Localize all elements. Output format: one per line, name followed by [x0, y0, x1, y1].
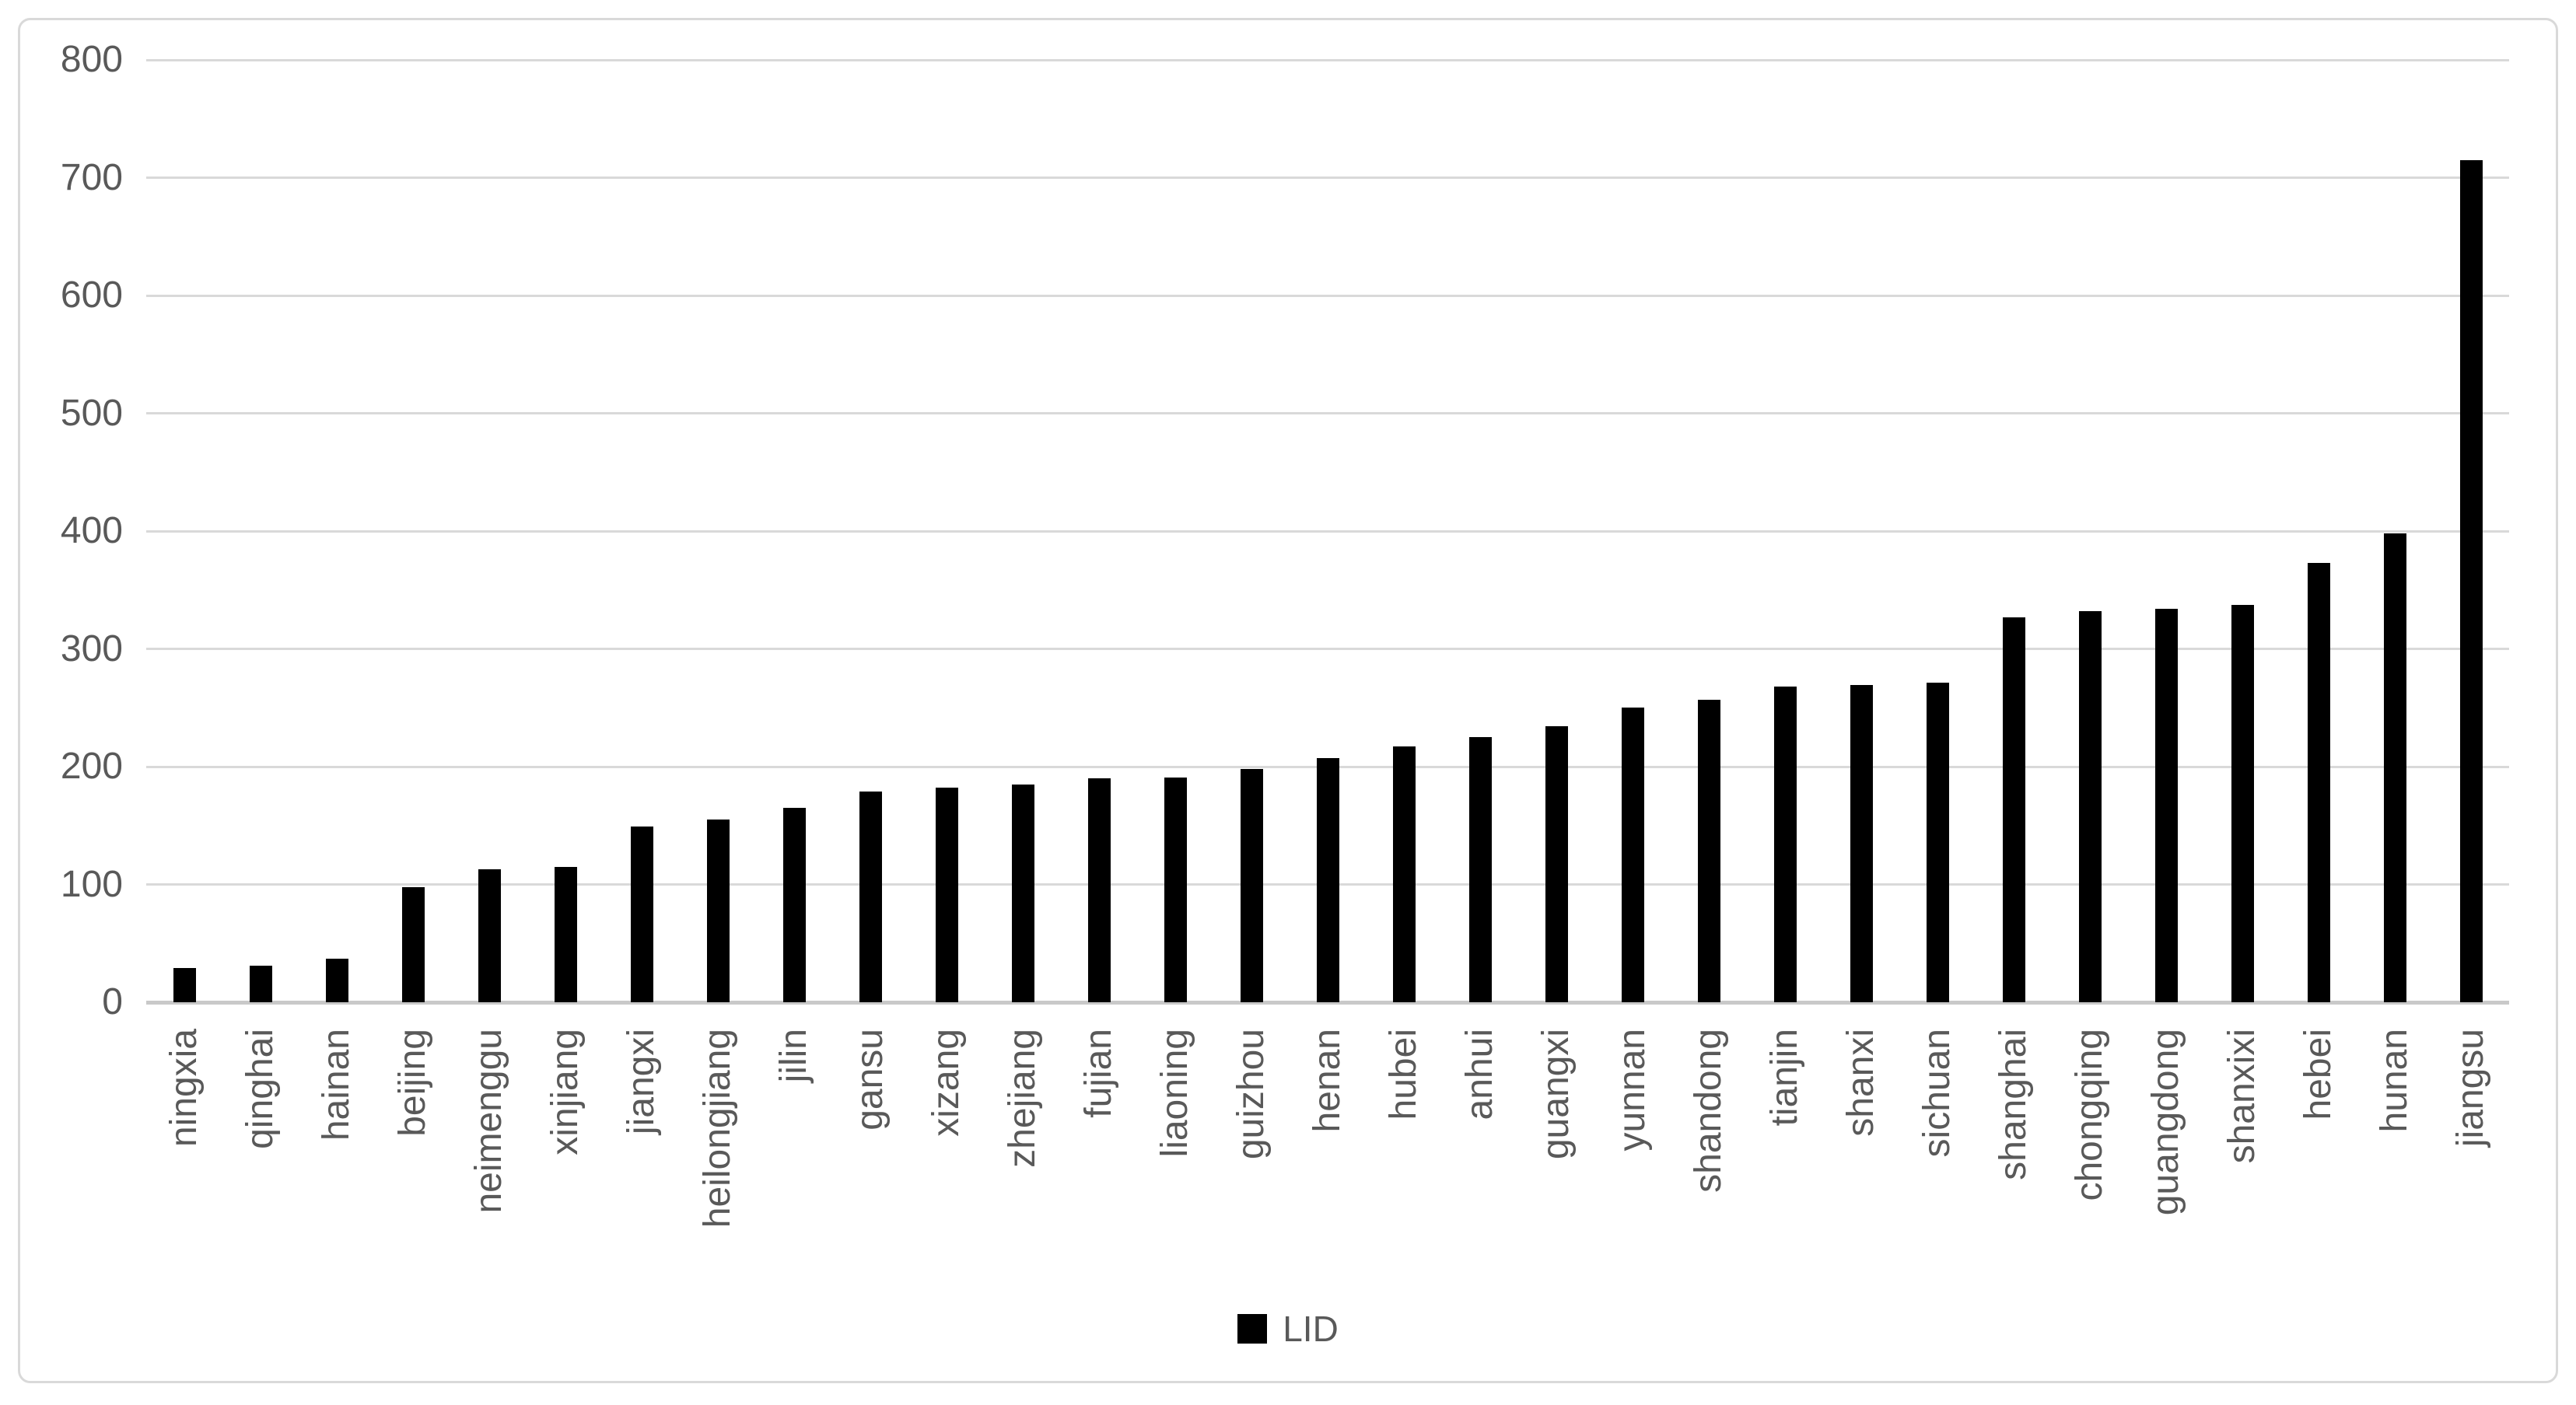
bar-chongqing	[2078, 611, 2102, 1002]
bar-gansu	[859, 791, 882, 1002]
bar-xinjiang	[554, 866, 577, 1002]
x-tick-label-hunan: hunan	[2374, 1029, 2415, 1133]
x-tick-label-sichuan: sichuan	[1916, 1029, 1958, 1158]
bar-liaoning	[1164, 777, 1187, 1002]
x-tick-label-shandong: shandong	[1688, 1029, 1729, 1193]
y-tick-label-200: 200	[60, 746, 123, 787]
bar-beijing	[401, 886, 425, 1002]
y-tick-label-700: 700	[60, 156, 123, 198]
x-tick-label-hainan: hainan	[316, 1029, 357, 1141]
x-tick-label-guangxi: guangxi	[1535, 1029, 1577, 1160]
x-tick-label-qinghai: qinghai	[240, 1029, 281, 1149]
gridline-600	[146, 294, 2509, 297]
legend: LID	[0, 1311, 2576, 1347]
bar-hebei	[2307, 562, 2330, 1002]
bar-yunnan	[1621, 708, 1644, 1002]
x-tick-label-shanghai: shanghai	[1993, 1029, 2034, 1180]
x-axis-line	[146, 1000, 2509, 1005]
bar-shandong	[1697, 699, 1720, 1002]
y-tick-label-0: 0	[102, 981, 123, 1022]
legend-label: LID	[1283, 1309, 1339, 1349]
x-tick-label-tianjin: tianjin	[1764, 1029, 1805, 1127]
x-tick-label-xinjiang: xinjiang	[544, 1029, 586, 1155]
x-tick-label-anhui: anhui	[1459, 1029, 1500, 1120]
bar-guangdong	[2154, 608, 2178, 1002]
bar-shanxixi	[2231, 605, 2254, 1002]
y-tick-label-400: 400	[60, 510, 123, 551]
x-tick-label-hubei: hubei	[1383, 1029, 1424, 1120]
bar-guizhou	[1240, 769, 1263, 1002]
x-tick-label-beijing: beijing	[392, 1029, 433, 1137]
bar-neimenggu	[478, 869, 501, 1002]
bar-jilin	[782, 808, 806, 1002]
x-tick-label-gansu: gansu	[849, 1029, 891, 1131]
bar-hubei	[1392, 746, 1416, 1002]
x-tick-label-guizhou: guizhou	[1230, 1029, 1272, 1160]
bar-jiangxi	[630, 827, 653, 1002]
x-tick-label-heilongjiang: heilongjiang	[697, 1029, 738, 1229]
legend-swatch-icon	[1237, 1314, 1268, 1344]
bar-anhui	[1468, 737, 1492, 1002]
x-tick-label-fujian: fujian	[1078, 1029, 1119, 1118]
bar-fujian	[1087, 778, 1111, 1002]
bar-henan	[1316, 758, 1339, 1002]
y-tick-label-300: 300	[60, 627, 123, 669]
y-tick-label-600: 600	[60, 274, 123, 316]
bar-qinghai	[249, 966, 272, 1002]
x-tick-label-chongqing: chongqing	[2069, 1029, 2110, 1201]
x-tick-label-neimenggu: neimenggu	[468, 1029, 509, 1214]
x-tick-label-hebei: hebei	[2298, 1029, 2339, 1120]
bar-jiangsu	[2459, 159, 2483, 1002]
bar-sichuan	[1926, 683, 1949, 1002]
y-tick-label-800: 800	[60, 39, 123, 80]
bar-hainan	[325, 958, 348, 1002]
bar-shanxi	[1850, 685, 1873, 1002]
x-tick-label-shanxixi: shanxixi	[2221, 1029, 2263, 1164]
x-tick-label-jiangxi: jiangxi	[621, 1029, 662, 1135]
bar-guangxi	[1545, 726, 1568, 1002]
bar-heilongjiang	[706, 820, 730, 1002]
x-tick-label-shanxi: shanxi	[1840, 1029, 1881, 1137]
x-tick-label-yunnan: yunnan	[1612, 1029, 1653, 1152]
x-tick-label-henan: henan	[1307, 1029, 1348, 1133]
bar-zhejiang	[1011, 784, 1034, 1002]
gridline-700	[146, 176, 2509, 179]
x-tick-label-guangdong: guangdong	[2145, 1029, 2186, 1216]
gridline-300	[146, 648, 2509, 650]
gridline-500	[146, 412, 2509, 414]
x-tick-label-jilin: jilin	[773, 1029, 814, 1083]
bar-ningxia	[173, 968, 196, 1002]
x-tick-label-zhejiang: zhejiang	[1002, 1029, 1043, 1168]
x-tick-label-jiangsu: jiangsu	[2450, 1029, 2491, 1148]
bar-hunan	[2383, 533, 2406, 1002]
x-tick-label-liaoning: liaoning	[1154, 1029, 1195, 1158]
bar-xizang	[935, 788, 958, 1002]
y-tick-label-100: 100	[60, 863, 123, 905]
x-tick-label-ningxia: ningxia	[163, 1029, 205, 1148]
bar-shanghai	[2002, 617, 2025, 1002]
bar-tianjin	[1773, 686, 1797, 1002]
gridline-800	[146, 58, 2509, 61]
gridline-400	[146, 529, 2509, 533]
chart-frame	[18, 18, 2558, 1383]
y-tick-label-500: 500	[60, 392, 123, 434]
x-tick-label-xizang: xizang	[926, 1029, 967, 1137]
